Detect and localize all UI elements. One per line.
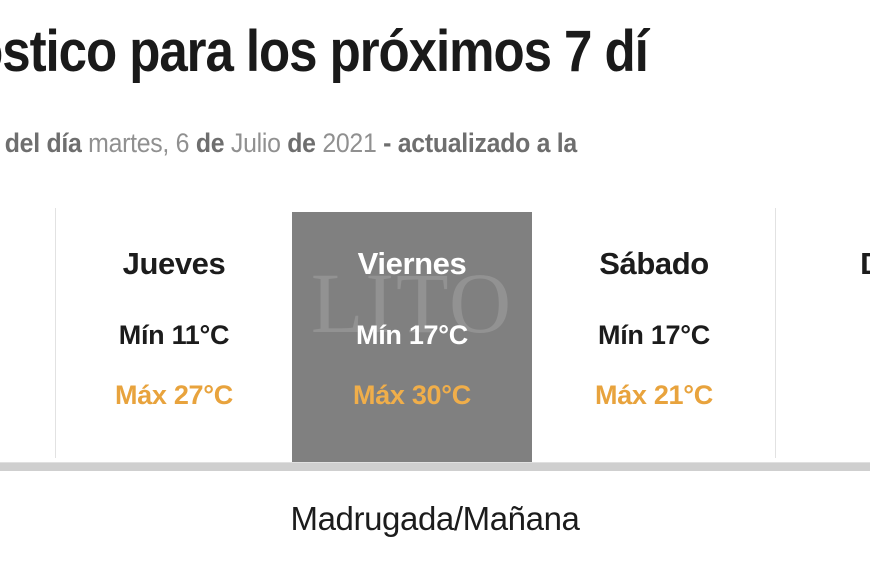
subtitle-segment-month: Julio <box>224 128 288 158</box>
day-name: s <box>0 246 55 282</box>
day-max-temp: Máx 30°C <box>353 380 471 410</box>
day-min-temp: Mín 11°C <box>118 320 230 350</box>
page-title: nóstico para los próximos 7 dí <box>0 19 649 84</box>
forecast-day-card-selected[interactable]: LITO Viernes Mín 17°C Máx 30°C <box>292 212 532 462</box>
day-min-temp: Mín 17°C <box>356 320 468 350</box>
subtitle-segment-weekday: martes, 6 <box>81 128 196 158</box>
forecast-subtitle: al del día martes, 6 de Julio de 2021 - … <box>0 126 577 160</box>
day-min-temp: Mín 17°C <box>598 320 710 350</box>
day-name: Viernes <box>357 246 467 281</box>
period-section: Madrugada/Mañana <box>0 471 870 580</box>
column-separator <box>775 208 776 458</box>
forecast-day-card[interactable]: Dom Mín Máx <box>776 196 870 462</box>
subtitle-segment-day-label: al del día <box>0 128 82 158</box>
column-separator <box>55 208 56 458</box>
subtitle-segment-year: 2021 <box>315 128 384 158</box>
day-name: Dom <box>776 246 870 282</box>
day-name: Sábado <box>599 246 709 281</box>
subtitle-segment-de-1: de <box>195 128 225 158</box>
day-max-temp: Máx 27°C <box>115 380 233 410</box>
day-max-temp: Máx <box>776 380 870 411</box>
section-divider <box>0 462 870 471</box>
forecast-day-card[interactable]: Sábado Mín 17°C Máx 21°C <box>533 196 775 462</box>
forecast-header: nóstico para los próximos 7 dí al del dí… <box>0 0 870 190</box>
forecast-day-card[interactable]: Jueves Mín 11°C Máx 27°C <box>56 196 292 462</box>
subtitle-segment-updated: - actualizado a la <box>383 128 577 158</box>
day-min-temp: Mín <box>776 320 870 351</box>
day-max-temp: Máx 21°C <box>595 380 713 410</box>
period-label: Madrugada/Mañana <box>290 500 580 537</box>
forecast-day-strip: s Jueves Mín 11°C Máx 27°C LITO Viernes … <box>0 196 870 462</box>
day-name: Jueves <box>122 246 226 281</box>
forecast-day-card[interactable]: s <box>0 196 55 462</box>
subtitle-segment-de-2: de <box>287 128 316 158</box>
